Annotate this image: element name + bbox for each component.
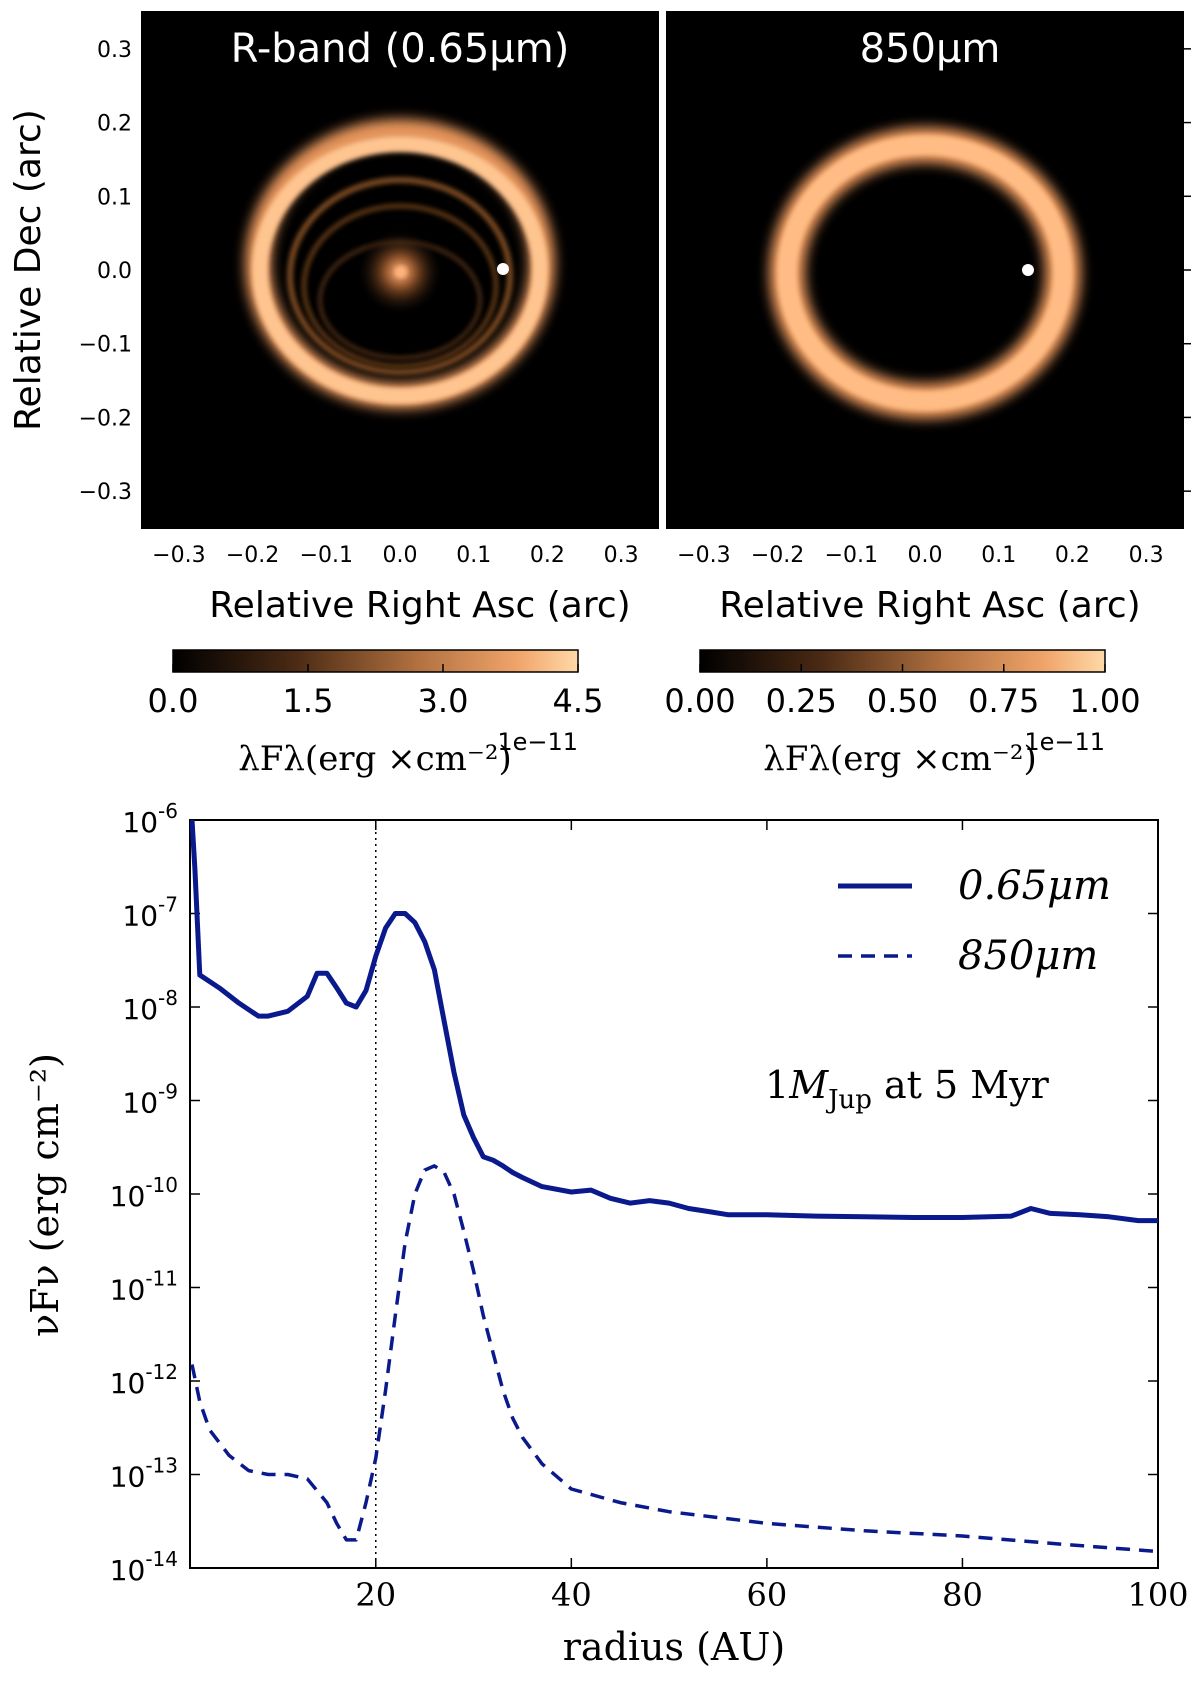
submm-xtick-label: −0.1 bbox=[825, 543, 878, 568]
profile-xlabel: radius (AU) bbox=[563, 1625, 785, 1669]
rband-xlabel: Relative Right Asc (arc) bbox=[209, 585, 630, 626]
rband-colorbar-offset: 1e−11 bbox=[497, 728, 578, 756]
rband-ytick-label: −0.2 bbox=[79, 406, 132, 431]
submm-xtick-label: −0.3 bbox=[677, 543, 730, 568]
rband-panel: R-band (0.65μm) 0.30.20.10.0−0.1−0.2−0.3… bbox=[8, 11, 659, 626]
rband-colorbar-tick-label: 0.0 bbox=[148, 682, 199, 720]
submm-colorbar-ticks: 0.00 0.25 0.50 0.75 1.00 bbox=[664, 664, 1141, 720]
submm-colorbar-tick-label: 0.00 bbox=[664, 682, 735, 720]
submm-title: 850μm bbox=[860, 26, 1001, 72]
profile-ytick-label: 10-13 bbox=[110, 1454, 178, 1494]
profile-xtick-label: 100 bbox=[1127, 1576, 1188, 1614]
rband-colorbar-tick-label: 1.5 bbox=[283, 682, 334, 720]
annotation-prefix: 1 bbox=[765, 1063, 789, 1107]
submm-image bbox=[769, 127, 1081, 419]
submm-colorbar-tick-label: 0.75 bbox=[968, 682, 1039, 720]
submm-colorbar-tick-label: 1.00 bbox=[1069, 682, 1140, 720]
rband-ytick-label: −0.3 bbox=[79, 480, 132, 505]
profile-frame bbox=[189, 819, 1159, 1569]
rband-ytick-label: 0.3 bbox=[97, 38, 132, 63]
rband-colorbar-gradient bbox=[172, 649, 579, 673]
profile-ytick-label: 10-8 bbox=[122, 986, 178, 1026]
rband-xtick-label: 0.1 bbox=[456, 543, 491, 568]
profile-xtick-label: 40 bbox=[551, 1576, 592, 1614]
profile-ytick-label: 10-11 bbox=[110, 1267, 178, 1307]
submm-xtick-label: −0.2 bbox=[751, 543, 804, 568]
submm-xtick-label: 0.3 bbox=[1129, 543, 1164, 568]
rband-colorbar-label: λFλ(erg ×cm⁻²) bbox=[238, 739, 512, 779]
rband-image bbox=[245, 119, 555, 409]
submm-colorbar-tick-label: 0.50 bbox=[867, 682, 938, 720]
profile-ytick-label: 10-12 bbox=[110, 1360, 178, 1400]
rband-xtick-label: 0.0 bbox=[383, 543, 418, 568]
rband-outer-ring-core bbox=[252, 136, 548, 404]
series-850um-line bbox=[190, 1164, 1158, 1554]
profile-ytick-label: 10-10 bbox=[110, 1173, 178, 1213]
annotation-mass-symbol: M bbox=[788, 1063, 829, 1107]
rband-colorbar-tick-label: 3.0 bbox=[418, 682, 469, 720]
profile-ytick-label: 10-6 bbox=[122, 799, 178, 839]
rband-title: R-band (0.65μm) bbox=[231, 26, 570, 72]
rband-xticks: −0.3 −0.2 −0.1 0.0 0.1 0.2 0.3 bbox=[152, 12, 639, 568]
rband-star bbox=[395, 266, 407, 278]
profile-xtick-label: 80 bbox=[942, 1576, 983, 1614]
submm-colorbar-label: λFλ(erg ×cm⁻²) bbox=[763, 739, 1037, 779]
rband-xtick-label: −0.1 bbox=[300, 543, 353, 568]
legend-label-0p65um: 0.65μm bbox=[958, 863, 1111, 909]
shared-ylabel: Relative Dec (arc) bbox=[8, 109, 49, 431]
series-0p65um-line bbox=[190, 820, 1158, 1224]
rband-ytick-label: −0.1 bbox=[79, 333, 132, 358]
submm-xticks: −0.3 −0.2 −0.1 0.0 0.1 0.2 0.3 bbox=[677, 12, 1191, 568]
profile-ytick-label: 10-14 bbox=[110, 1547, 178, 1587]
rband-xtick-label: 0.3 bbox=[604, 543, 639, 568]
profile-xticks: 20 40 60 80 100 bbox=[355, 820, 1189, 1614]
profile-yticks: 10-6 10-7 10-8 10-9 10-10 10-11 10-12 10-13 10-1… bbox=[110, 799, 1158, 1587]
rband-ytick-label: 0.0 bbox=[97, 259, 132, 284]
submm-xtick-label: 0.2 bbox=[1055, 543, 1090, 568]
submm-planet-marker bbox=[1022, 264, 1034, 276]
submm-colorbar: 0.00 0.25 0.50 0.75 1.00 λFλ(erg ×cm⁻²) 1e−1… bbox=[664, 649, 1141, 779]
profile-ytick-label: 10-7 bbox=[122, 893, 178, 933]
rband-colorbar: 0.0 1.5 3.0 4.5 λFλ(erg ×cm⁻²) 1e−11 bbox=[148, 649, 604, 779]
legend-label-850um: 850μm bbox=[958, 933, 1098, 979]
annotation-mass-sub: Jup bbox=[825, 1085, 872, 1115]
submm-xtick-label: 0.1 bbox=[981, 543, 1016, 568]
profile-xtick-label: 60 bbox=[747, 1576, 788, 1614]
submm-image-background bbox=[667, 12, 1183, 528]
rband-inner-ring-2 bbox=[301, 203, 499, 369]
profile-xtick-label: 20 bbox=[355, 1576, 396, 1614]
submm-ring bbox=[777, 135, 1073, 411]
profile-panel: 10-6 10-7 10-8 10-9 10-10 10-11 10-12 10-13 10-1… bbox=[23, 799, 1189, 1669]
annotation-suffix: at 5 Myr bbox=[872, 1063, 1050, 1107]
rband-inner-ring bbox=[287, 177, 513, 375]
rband-colorbar-ticks: 0.0 1.5 3.0 4.5 bbox=[148, 664, 604, 720]
submm-xtick-label: 0.0 bbox=[908, 543, 943, 568]
submm-colorbar-offset: 1e−11 bbox=[1024, 728, 1105, 756]
rband-xtick-label: −0.3 bbox=[152, 543, 205, 568]
submm-panel: 850μm −0.3 −0.2 −0.1 0.0 0.1 0.2 0.3 Relative … bbox=[666, 11, 1191, 626]
rband-colorbar-tick-label: 4.5 bbox=[553, 682, 604, 720]
rband-planet-marker bbox=[497, 263, 509, 275]
rband-xtick-label: 0.2 bbox=[530, 543, 565, 568]
planet-annotation: 1MJup at 5 Myr bbox=[765, 1063, 1050, 1115]
profile-ytick-label: 10-9 bbox=[122, 1080, 178, 1120]
legend: 0.65μm 850μm bbox=[838, 863, 1111, 979]
rband-ytick-label: 0.2 bbox=[97, 112, 132, 137]
rband-ytick-label: 0.1 bbox=[97, 185, 132, 210]
rband-yticks: 0.3 0.2 0.1 0.0 −0.1 −0.2 −0.3 bbox=[79, 38, 150, 505]
submm-colorbar-tick-label: 0.25 bbox=[766, 682, 837, 720]
rband-xtick-label: −0.2 bbox=[226, 543, 279, 568]
submm-xlabel: Relative Right Asc (arc) bbox=[719, 585, 1140, 626]
profile-ylabel: νFν (erg cm⁻²) bbox=[23, 1053, 67, 1337]
